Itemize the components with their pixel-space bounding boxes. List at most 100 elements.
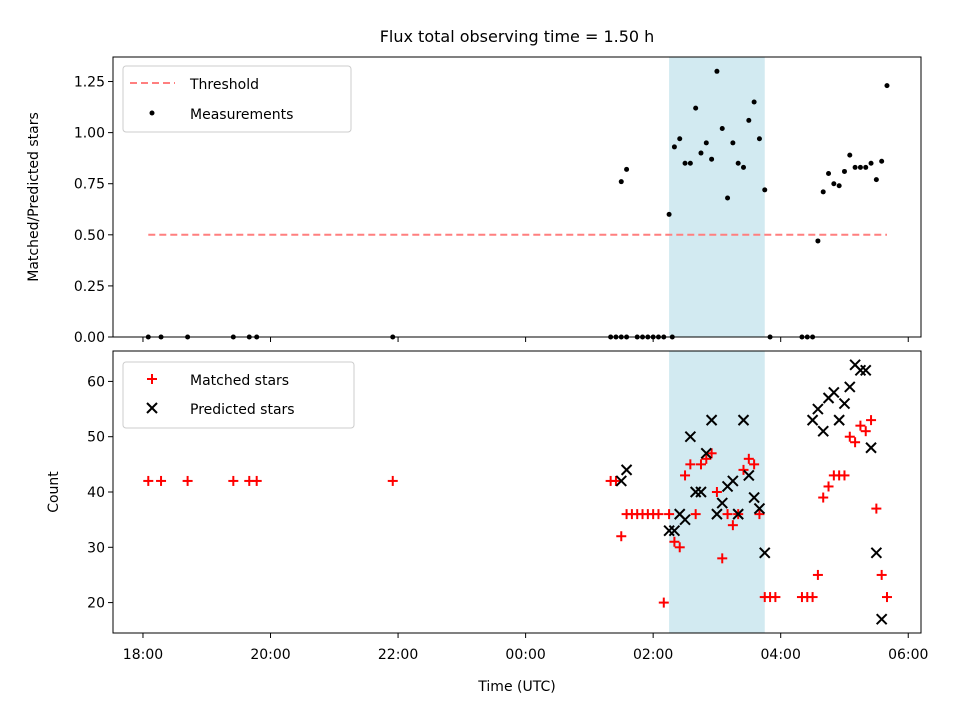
top-legend: Threshold Measurements [122,65,352,133]
matched-star-point [876,569,887,580]
predicted-star-point [748,491,760,504]
matched-star-point [228,475,239,486]
matched-star-point [807,592,818,603]
matched-star-point [850,437,861,448]
matched-star-point [674,542,685,553]
measurement-point [725,195,731,201]
matched-star-point [818,492,829,503]
bottom-y-ticks: 20 30 40 50 60 [87,374,113,612]
bottom-legend-box [122,361,355,429]
measurement-point [687,160,693,166]
bottom-ylabel: Count [46,471,62,513]
predicted-star-point [806,414,819,426]
measurement-point [735,160,741,166]
matched-star-point [839,470,850,481]
measurement-point [624,166,630,172]
measurement-point [709,156,715,162]
matched-star-point [251,475,262,486]
x-tick-label: 20:00 [250,647,290,663]
predicted-star-point [615,475,627,487]
predicted-star-point [679,513,691,526]
measurement-point [847,152,853,158]
measurement-point [746,117,752,123]
predicted-star-point [620,464,633,476]
y-tick-label: 50 [87,430,105,446]
matched-star-point [855,420,866,431]
measurement-point [826,170,832,176]
predicted-star-point [844,381,856,393]
matched-star-point [881,592,892,603]
measurement-point [873,177,879,183]
y-tick-label: 40 [87,485,105,501]
measurement-point [863,164,869,170]
matched-star-point [156,475,167,486]
legend-measurements-swatch [149,110,155,116]
bottom-x-ticks: 18:00 20:00 22:00 00:00 02:00 04:00 06:00 [123,633,928,663]
bottom-legend: Matched stars Predicted stars [122,361,355,429]
measurement-point [820,189,826,195]
predicted-star-point [860,364,872,377]
predicted-star-point [668,524,681,537]
matched-star-point [680,470,691,481]
bottom-marks [143,359,892,625]
matched-star-point [387,475,398,486]
matched-star-point [711,487,722,497]
figure-title: Flux total observing time = 1.50 h [380,27,655,46]
predicted-star-point [870,547,883,559]
matched-star-point [738,464,749,475]
measurement-point [756,136,762,142]
predicted-star-point [737,414,750,426]
legend-matched-swatch [147,374,157,384]
predicted-star-point [727,475,739,487]
matched-star-point [754,509,765,520]
predicted-star-point [865,442,877,454]
x-tick-label: 04:00 [761,647,801,663]
x-tick-label: 18:00 [123,647,163,663]
predicted-star-point [828,386,840,399]
matched-star-point [866,415,877,426]
measurement-point [618,179,624,185]
top-x-ticks [142,337,909,342]
predicted-star-point [833,414,845,426]
matched-star-point [610,475,621,486]
measurement-point [714,68,720,74]
matched-star-point [690,509,701,520]
matched-star-point [701,453,712,464]
matched-star-point [685,459,696,470]
matched-star-point [616,531,627,542]
top-axes-frame [112,56,922,338]
legend-threshold-label: Threshold [189,77,259,93]
measurement-point [884,83,890,89]
x-tick-label: 02:00 [633,647,673,663]
measurement-point [740,164,746,170]
x-tick-label: 06:00 [888,647,928,663]
top-span [669,57,765,337]
y-tick-label: 0.75 [74,177,105,193]
matched-star-point [722,509,733,520]
y-tick-label: 1.00 [74,126,105,142]
predicted-star-point [759,547,771,559]
measurement-point [730,140,736,146]
matched-star-point [770,592,781,603]
x-tick-label: 00:00 [505,647,545,663]
matched-star-point [143,475,154,486]
matched-star-point [844,431,855,442]
predicted-star-point [875,613,888,625]
measurement-point [671,144,677,150]
y-tick-label: 20 [87,596,105,612]
measurement-point [857,164,863,170]
matched-star-point [695,459,706,470]
y-tick-label: 60 [87,374,105,390]
bottom-panel: 20 30 40 50 60 18:00 20:00 22:00 00:00 02:00 04:0… [46,350,928,695]
legend-matched-label: Matched stars [190,373,289,389]
measurement-point [831,181,837,187]
y-tick-label: 0.00 [74,330,105,346]
matched-star-point [749,459,760,470]
matched-star-point [717,553,728,564]
measurement-point [703,140,709,146]
predicted-star-point [753,502,766,515]
y-tick-label: 0.25 [74,279,105,295]
matched-star-point [823,481,834,492]
measurement-point [868,160,874,166]
